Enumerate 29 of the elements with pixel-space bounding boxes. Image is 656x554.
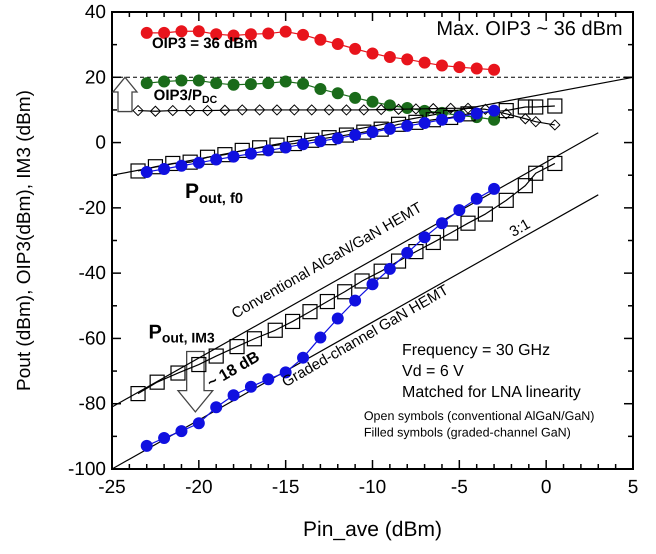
- y-tick-label: -60: [78, 328, 106, 350]
- annotation: Vd = 6 V: [402, 362, 464, 380]
- annotation: Matched for LNA linearity: [402, 384, 581, 402]
- annotation: Filled symbols (graded-channel GaN): [364, 425, 571, 440]
- x-axis-title: Pin_ave (dBm): [303, 518, 442, 541]
- y-tick-label: 0: [95, 132, 106, 154]
- x-tick-label: -5: [450, 477, 468, 498]
- annotation: Frequency = 30 GHz: [402, 342, 550, 359]
- y-axis-title: Pout (dBm), OIP3(dBm), IM3 (dBm): [14, 90, 35, 391]
- annotation: P$_{out, f0}$: [184, 180, 244, 207]
- x-tick-label: 0: [540, 477, 552, 498]
- annotation: ~ 18 dB: [204, 348, 263, 392]
- x-tick-label: -15: [272, 477, 300, 498]
- x-tick-label: -20: [185, 477, 213, 498]
- y-tick-label: -40: [78, 263, 106, 284]
- x-tick-label: -10: [358, 477, 386, 498]
- annotation: 3:1: [506, 216, 534, 241]
- annotation: Max. OIP3 ~ 36 dBm: [436, 18, 623, 40]
- y-tick-label: -80: [78, 394, 106, 415]
- y-tick-label: 40: [84, 2, 106, 23]
- annotation: OIP3 = 36 dBm: [152, 34, 258, 52]
- x-tick-label: -25: [98, 477, 126, 498]
- y-tick-label: -100: [68, 459, 106, 480]
- annotation: OIP3/P$_{DC}$: [154, 87, 218, 106]
- x-tick-label: 5: [628, 477, 638, 498]
- y-tick-label: -20: [78, 198, 106, 219]
- annotation: P$_{out, IM3}$: [148, 321, 215, 346]
- y-tick-label: 20: [84, 67, 106, 88]
- annotation: Open symbols (conventional AlGaN/GaN): [364, 409, 594, 424]
